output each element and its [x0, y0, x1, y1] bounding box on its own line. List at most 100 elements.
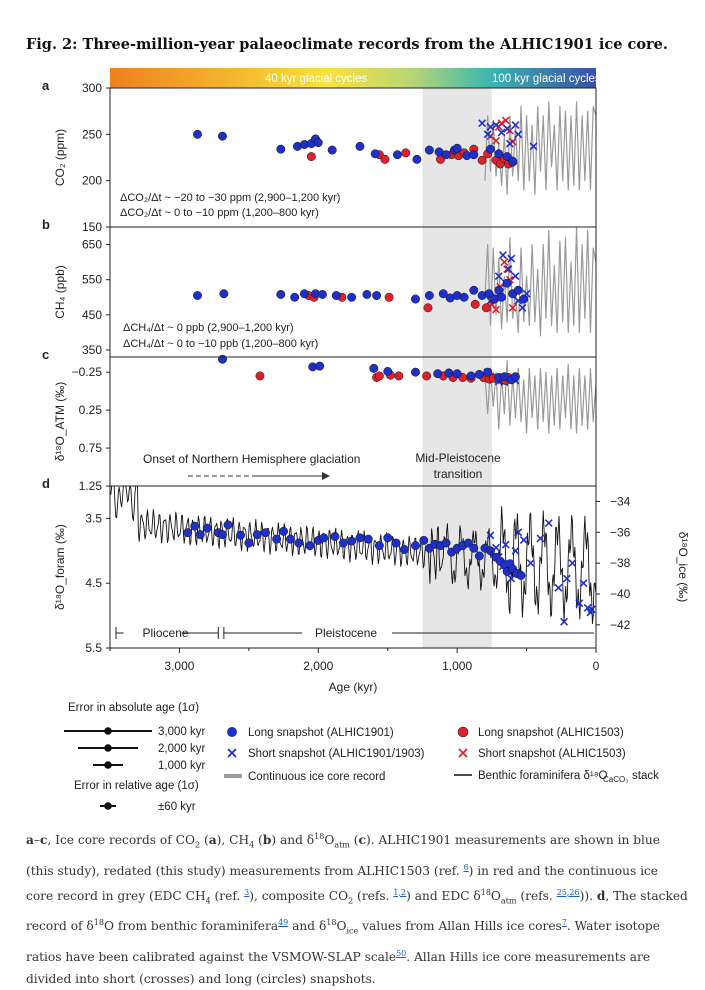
long-1503-point: [423, 303, 433, 313]
annotation-mpt-2: transition: [434, 467, 483, 481]
legend-error-abs-item: 1,000 kyr: [158, 760, 205, 772]
long-1901-point: [502, 278, 512, 288]
short-1901-point: [536, 534, 545, 543]
short-1503-point: [501, 116, 510, 125]
long-1901-point: [441, 538, 451, 548]
long-1901-point: [190, 521, 200, 531]
legend-benthic-subscript: CaCO₃: [603, 775, 628, 784]
short-1901-point: [529, 142, 538, 151]
long-1901-point: [261, 528, 270, 538]
x-tick-label: 3,000: [164, 659, 194, 673]
epoch-label-bg: [123, 625, 182, 641]
legend-short-1503-marker: [458, 748, 468, 758]
epoch-label-bg: [302, 625, 393, 641]
y-tick-label: 0.25: [79, 403, 103, 417]
long-1901-point: [459, 292, 469, 302]
long-1901-point: [319, 533, 329, 543]
y-tick-label: 450: [82, 308, 102, 322]
long-1901-point: [299, 289, 309, 299]
short-1503-point: [500, 258, 509, 267]
short-1503-point: [492, 305, 500, 314]
long-1503-point: [481, 303, 491, 313]
annotation-co2-2: ΔCO₂/Δt ~ 0 to −10 ppm (1,200–800 kyr): [120, 207, 319, 219]
long-1901-point: [412, 154, 422, 164]
long-1901-point: [218, 354, 227, 364]
long-1901-point: [193, 129, 202, 139]
short-1901-point: [514, 528, 523, 537]
long-1901-point: [276, 290, 286, 299]
short-1901-point: [514, 130, 523, 139]
legend-short-1901-marker: [227, 748, 237, 758]
long-1901-point: [372, 291, 382, 300]
short-1901-point: [575, 599, 584, 608]
long-1901-point: [519, 294, 529, 304]
short-1503-point: [508, 303, 517, 312]
long-1901-point: [244, 538, 254, 548]
long-1901-point: [433, 369, 443, 379]
long-1901-point: [474, 551, 484, 561]
panel-letter-a: a: [42, 78, 50, 93]
long-1901-point: [195, 530, 205, 540]
long-1901-point: [279, 526, 289, 536]
long-1901-point: [452, 143, 462, 153]
long-1901-point: [347, 292, 357, 302]
legend-error-abs-item: 2,000 kyr: [158, 743, 205, 755]
short-1901-point: [511, 546, 520, 555]
y2-tick-label: −40: [610, 587, 631, 601]
error-bar-dot: [104, 727, 112, 735]
legend-long-1503: Long snapshot (ALHIC1503): [478, 727, 624, 739]
nhg-arrowhead: [322, 472, 330, 480]
short-1901-point: [579, 579, 588, 588]
long-1901-point: [383, 533, 393, 543]
mpt-shading: [422, 88, 492, 648]
long-1901-point: [290, 292, 300, 302]
long-1901-point: [411, 294, 420, 304]
error-bar-rel-dot: [104, 802, 112, 810]
short-1901-point: [507, 254, 516, 263]
long-1901-point: [486, 546, 495, 556]
epoch-label-pliocene: Pliocene: [143, 626, 189, 640]
long-1901-point: [355, 533, 365, 543]
figure-caption: a–c, Ice core records of CO2 (a), CH4 (b…: [26, 832, 688, 986]
short-1901-point: [483, 130, 492, 139]
long-1901-point: [399, 545, 409, 554]
continuous-record-c: [484, 360, 597, 434]
short-1901-point: [497, 128, 506, 137]
long-1901-point: [516, 570, 526, 580]
long-1901-point: [484, 289, 494, 299]
short-1901-point: [504, 559, 513, 568]
long-1901-point: [469, 285, 479, 295]
short-1901-point: [492, 543, 500, 552]
legend-error-abs-item: 3,000 kyr: [158, 726, 205, 738]
long-1901-point: [338, 538, 348, 548]
long-1901-point: [374, 541, 384, 551]
legend-short-1503: Short snapshot (ALHIC1503): [478, 748, 626, 760]
legend-long-1901: Long snapshot (ALHIC1901): [248, 727, 394, 739]
y-axis-label-c: δ¹⁸O_ATM (‰): [53, 382, 67, 462]
y2-tick-label: −36: [610, 525, 631, 539]
y-tick-label: 300: [82, 81, 102, 95]
long-1901-point: [223, 520, 233, 530]
long-1901-point: [513, 285, 523, 295]
long-1901-point: [483, 367, 493, 377]
short-1503-point: [503, 265, 512, 274]
short-1901-point: [494, 272, 503, 281]
x-tick-label: 2,000: [303, 659, 333, 673]
benthic-stack-line: [109, 485, 597, 625]
long-1901-point: [411, 367, 420, 377]
legend-error-rel-item: ±60 kyr: [158, 801, 196, 813]
y-tick-label: 550: [82, 273, 102, 287]
band-label-40kyr: 40 kyr glacial cycles: [265, 73, 368, 85]
long-1901-point: [441, 150, 451, 160]
long-1901-point: [362, 290, 372, 299]
short-1901-point: [478, 119, 487, 128]
long-1901-point: [193, 291, 202, 300]
long-1503-point: [470, 299, 480, 309]
long-1901-point: [313, 138, 323, 148]
annotation-mpt-1: Mid-Pleistocene: [415, 451, 501, 465]
long-1901-point: [315, 361, 325, 371]
short-1901-point: [486, 122, 495, 131]
panel-letter-d: d: [42, 476, 50, 491]
long-1901-point: [424, 145, 434, 155]
y-axis-label-d: δ¹⁸O_foram (‰): [53, 524, 67, 610]
